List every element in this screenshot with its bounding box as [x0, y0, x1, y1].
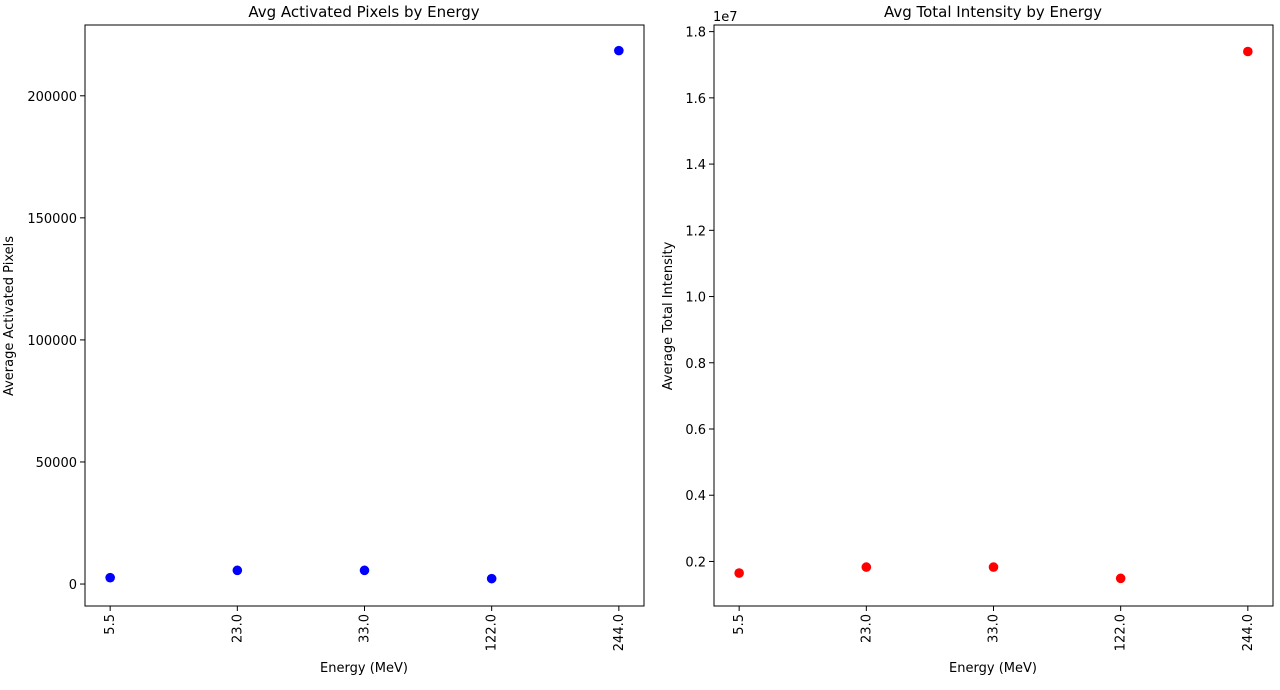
chart-left-y-tick-label: 200000: [27, 90, 77, 105]
chart-right-y-tick-label: 0.6: [685, 423, 706, 438]
chart-right-x-tick-label: 122.0: [1114, 614, 1129, 651]
chart-right-ylabel: Average Total Intensity: [661, 241, 676, 390]
chart-right-point: [988, 562, 999, 572]
chart-left-y-tick-label: 150000: [27, 212, 77, 227]
chart-right-y-tick-label: 1.4: [685, 158, 706, 173]
chart-right-y-tick-label: 1.6: [685, 92, 706, 107]
chart-right-x-tick-label: 5.5: [732, 614, 747, 635]
chart-left-point: [232, 565, 243, 576]
chart-left-x-tick-label: 122.0: [485, 614, 500, 651]
chart-right-x-tick-label: 23.0: [859, 614, 874, 643]
chart-right-title: Avg Total Intensity by Energy: [884, 3, 1102, 21]
chart-left-y-tick-label: 100000: [27, 334, 77, 349]
chart-left-xlabel: Energy (MeV): [320, 661, 408, 676]
chart-left-x-tick-label: 244.0: [612, 614, 627, 651]
chart-right-plot-area: [713, 24, 1274, 607]
chart-left-y-tick-label: 50000: [36, 456, 77, 471]
chart-right-y-tick-label: 0.2: [685, 555, 706, 570]
chart-left-y-tick-label: 0: [69, 578, 77, 593]
chart-right-y-tick-label: 1.2: [685, 224, 706, 239]
chart-right-xlabel: Energy (MeV): [949, 661, 1037, 676]
chart-left-plot-area: [84, 24, 645, 607]
chart-right: Avg Total Intensity by Energy Energy (Me…: [661, 3, 1274, 676]
chart-right-y-tick-label: 0.8: [685, 357, 706, 372]
chart-left-title: Avg Activated Pixels by Energy: [248, 3, 479, 21]
chart-right-y-tick-label: 1.0: [685, 291, 706, 306]
chart-right-y-tick-label: 0.4: [685, 489, 706, 504]
chart-left-point: [614, 45, 624, 56]
chart-left-x-tick-label: 33.0: [358, 614, 373, 643]
chart-right-point: [861, 562, 872, 572]
chart-right-y-tick-label: 1.8: [685, 26, 706, 41]
chart-right-offset-label: 1e7: [713, 10, 738, 25]
chart-right-point: [1243, 46, 1253, 57]
chart-right-x-tick-label: 33.0: [987, 614, 1002, 643]
chart-right-point: [734, 568, 744, 578]
chart-left-ylabel: Average Activated Pixels: [2, 236, 17, 396]
chart-left-point: [359, 565, 370, 576]
chart-left-x-tick-label: 23.0: [230, 614, 245, 643]
chart-right-x-tick-label: 244.0: [1241, 614, 1256, 651]
chart-left-point: [105, 572, 115, 583]
chart-right-point: [1115, 573, 1126, 584]
chart-left: Avg Activated Pixels by Energy Energy (M…: [2, 3, 645, 676]
chart-left-x-tick-label: 5.5: [103, 614, 118, 635]
chart-left-point: [486, 573, 497, 584]
